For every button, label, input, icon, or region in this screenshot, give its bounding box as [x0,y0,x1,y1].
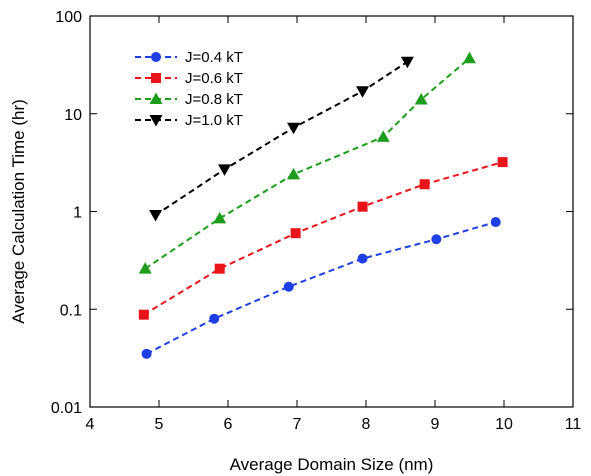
data-point [357,253,368,264]
data-point [376,130,390,142]
x-tick-label: 8 [362,416,371,433]
legend-entry: J=1.0 kT [135,112,243,129]
data-point [490,217,501,228]
data-point [209,313,220,324]
data-point [287,122,301,135]
series-line [144,57,471,270]
data-point [138,262,152,274]
y-tick-label: 10 [64,107,82,124]
data-point [283,281,294,292]
x-tick-label: 7 [293,416,302,433]
series-1 [141,217,501,359]
legend: J=0.4 kT J=0.6 kT J=0.8 kT J=1.0 kT [135,49,243,129]
data-point [357,201,368,212]
data-point [149,210,163,222]
y-tick-label: 0.1 [60,302,82,319]
x-tick-label: 4 [86,416,95,433]
y-tick-label: 0.01 [51,400,82,417]
legend-label: J=0.4 kT [185,49,243,66]
legend-label: J=1.0 kT [185,112,243,129]
x-tick-label: 9 [431,416,440,433]
series-line [146,221,496,355]
data-point [218,164,232,176]
data-point [356,86,370,98]
y-tick-label: 1 [73,205,82,222]
data-point [141,348,152,359]
x-tick-label: 5 [155,416,164,433]
data-point [431,234,442,245]
legend-entry: J=0.4 kT [135,49,243,66]
data-point [213,211,227,224]
data-point [287,167,301,180]
series-2 [138,157,508,320]
legend-label: J=0.8 kT [185,91,243,108]
legend-marker [151,52,161,62]
plot-frame [89,15,574,408]
data-point [138,309,149,320]
legend-entry: J=0.8 kT [135,91,243,108]
y-tick-label: 100 [55,9,82,26]
x-axis-title: Average Domain Size (nm) [230,455,434,474]
data-point [414,92,428,105]
legend-entry: J=0.6 kT [135,70,243,87]
data-point [214,263,225,274]
series-layer [138,51,508,359]
legend-marker [149,92,163,104]
legend-marker [151,73,161,83]
data-point [400,56,414,69]
x-tick-label: 6 [224,416,233,433]
legend-marker [149,115,163,127]
series-4 [149,56,414,222]
y-axis-title: Average Calculation Time (hr) [9,99,28,324]
x-tick-label: 11 [565,416,582,433]
series-line [143,161,503,316]
x-tick-label: 10 [495,416,513,433]
ticks-layer: 4 5 6 7 8 9 10 11 0.01 0.1 1 10 100 [51,9,582,433]
data-point [419,179,430,190]
legend-label: J=0.6 kT [185,70,243,87]
series-3 [138,51,476,274]
data-point [497,157,508,168]
data-point [290,228,301,239]
data-point [463,51,476,64]
